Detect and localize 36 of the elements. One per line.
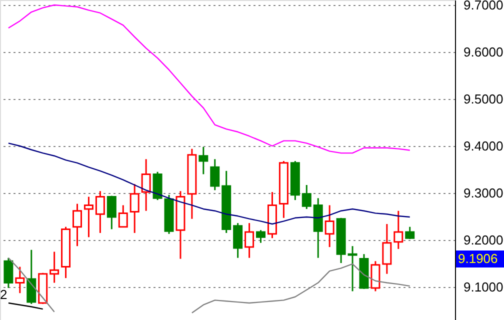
candlestick: [15, 266, 25, 294]
y-tick-label: 9.6000: [464, 44, 504, 60]
y-tick-label: 9.3000: [464, 185, 504, 200]
candlestick: [72, 203, 82, 247]
y-tick-label: 9.1000: [464, 280, 504, 295]
y-tick-label: 9.5000: [464, 91, 504, 106]
candlestick: [233, 222, 243, 259]
line-series: [8, 4, 410, 154]
candlestick: [26, 249, 36, 305]
candlestick: [50, 251, 60, 284]
candlestick: [84, 196, 94, 238]
candlestick: [106, 195, 116, 230]
candlestick: [210, 158, 220, 191]
candlestick: [95, 190, 105, 234]
candlestick: [370, 260, 380, 292]
candlestick: [244, 222, 254, 259]
candlestick: [256, 229, 266, 244]
candlestick: [130, 183, 140, 234]
candlestick: [394, 210, 404, 250]
candlestick: [152, 171, 162, 201]
y-tick-label: 9.2000: [464, 232, 504, 248]
line-series: [8, 142, 410, 225]
candlestick: [4, 257, 14, 289]
candlestick: [118, 204, 128, 228]
y-tick-label: 9.4000: [464, 138, 504, 154]
candlestick: [382, 223, 392, 275]
candlestick: [302, 184, 312, 210]
annotation: 2: [0, 287, 8, 302]
y-tick-label: 9.7000: [464, 0, 504, 12]
candlestick: [141, 158, 151, 212]
text: 9.1906: [458, 251, 498, 266]
candlestick: [198, 146, 208, 175]
line-series: [8, 302, 44, 310]
candlestick: [405, 226, 415, 240]
candlestick: [348, 245, 358, 292]
candlestick: [324, 204, 334, 248]
